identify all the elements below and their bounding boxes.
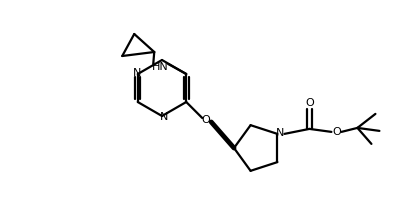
Text: N: N	[160, 112, 168, 122]
Text: N: N	[133, 68, 141, 78]
Text: O: O	[202, 115, 211, 125]
Text: O: O	[305, 98, 314, 108]
Text: HN: HN	[152, 62, 169, 72]
Text: O: O	[332, 127, 341, 137]
Text: N: N	[276, 128, 285, 138]
